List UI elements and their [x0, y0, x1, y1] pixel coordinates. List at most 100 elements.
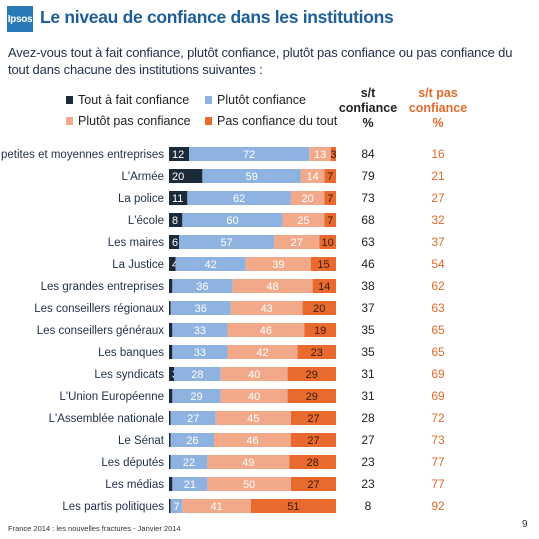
legend-label: Tout à fait confiance [78, 93, 190, 107]
data-label: 27 [307, 479, 319, 491]
category-label: Les petites et moyennes entreprises [0, 149, 164, 161]
page-title: Le niveau de confiance dans les institut… [40, 7, 394, 27]
confidence-total: 79 [361, 169, 375, 183]
bar-segment [214, 433, 291, 447]
confidence-total: 28 [361, 411, 375, 425]
bar-segment [220, 367, 288, 381]
confidence-total: 35 [361, 345, 375, 359]
bar-segment [169, 367, 175, 381]
bar-segment [169, 499, 171, 513]
data-label: 62 [233, 193, 245, 205]
data-label: 50 [243, 479, 255, 491]
bar-segment [169, 411, 171, 425]
no-confidence-total: 32 [431, 213, 445, 227]
data-label: 51 [287, 501, 299, 513]
data-label: 4 [172, 259, 178, 271]
data-label: 20 [301, 193, 313, 205]
data-label: 12 [172, 149, 184, 161]
category-label: Les partis politiques [62, 501, 164, 513]
no-confidence-total: 69 [431, 367, 445, 381]
bar-segment [230, 301, 303, 315]
category-label: Les grandes entreprises [41, 281, 165, 293]
bar-segment [169, 169, 203, 183]
data-label: 33 [194, 325, 206, 337]
legend-item-tout-a-fait: Tout à fait confiance [66, 93, 189, 107]
survey-question: Avez-vous tout à fait confiance, plutôt … [8, 45, 513, 77]
data-label: 41 [210, 501, 222, 513]
bar-segment [324, 169, 336, 183]
bar-segment [220, 389, 288, 403]
bar-segment [175, 257, 246, 271]
bar-segment [232, 279, 313, 293]
data-label: 29 [190, 391, 202, 403]
legend-swatch [66, 117, 73, 125]
bar-segment [297, 345, 336, 359]
bar-segment [170, 301, 231, 315]
bar-segment [172, 389, 221, 403]
data-label: 28 [191, 369, 203, 381]
no-confidence-total: 73 [431, 433, 445, 447]
no-confidence-total: 92 [431, 499, 445, 513]
no-confidence-total: 16 [431, 147, 445, 161]
column-header-no-confidence: s/t pas confiance% [408, 86, 468, 130]
data-label: 21 [184, 479, 196, 491]
category-label: Les banques [98, 347, 164, 359]
bar-segment [170, 433, 215, 447]
bar-segment [170, 499, 183, 513]
data-label: 22 [183, 457, 195, 469]
bar-segment [187, 191, 291, 205]
data-label: 42 [205, 259, 217, 271]
confidence-total: 37 [361, 301, 375, 315]
no-confidence-total: 21 [431, 169, 445, 183]
bar-segment [282, 213, 325, 227]
legend-swatch [66, 96, 73, 104]
data-label: 14 [318, 281, 330, 293]
data-label: 15 [317, 259, 329, 271]
data-label: 28 [306, 457, 318, 469]
bar-segment [215, 411, 291, 425]
category-label: Les maires [108, 237, 164, 249]
category-label: La Justice [112, 259, 164, 271]
category-label: Les conseillers régionaux [34, 303, 164, 315]
data-label: 29 [306, 391, 318, 403]
no-confidence-total: 77 [431, 477, 445, 491]
data-label: 11 [172, 193, 183, 205]
legend-item-plutot: Plutôt confiance [205, 93, 306, 107]
no-confidence-total: 62 [431, 279, 445, 293]
data-label: 36 [196, 281, 208, 293]
confidence-total: 35 [361, 323, 375, 337]
data-label: 19 [314, 325, 326, 337]
footer-source: France 2014 : les nouvelles fractures - … [8, 524, 181, 533]
category-label: Les conseillers généraux [37, 325, 164, 337]
data-label: 27 [291, 237, 303, 249]
data-label: 7 [173, 501, 179, 513]
data-label: 26 [186, 435, 198, 447]
data-label: 10 [322, 237, 334, 249]
legend-item-pas-du-tout: Pas confiance du tout [205, 114, 337, 128]
data-label: 14 [306, 171, 318, 183]
bar-segment [169, 323, 173, 337]
bar-segment [169, 279, 173, 293]
category-label: Les médias [105, 479, 164, 491]
bar-segment [169, 235, 180, 249]
bar-segment [182, 499, 251, 513]
legend-label: Plutôt pas confiance [78, 114, 191, 128]
bar-segment [324, 191, 336, 205]
no-confidence-total: 77 [431, 455, 445, 469]
no-confidence-total: 63 [431, 301, 445, 315]
logo-text: Ipsos [7, 13, 33, 25]
confidence-total: 68 [361, 213, 375, 227]
category-label: L'Armée [122, 171, 164, 183]
bar-segment [290, 433, 336, 447]
bar-segment [169, 477, 173, 491]
data-label: 20 [313, 303, 325, 315]
confidence-total: 8 [365, 499, 372, 513]
bar-segment [170, 411, 216, 425]
data-label: 49 [242, 457, 254, 469]
bar-segment [189, 147, 310, 161]
confidence-total: 31 [361, 367, 375, 381]
page-number: 9 [522, 519, 528, 530]
category-label: Les députés [101, 457, 164, 469]
data-label: 48 [266, 281, 278, 293]
